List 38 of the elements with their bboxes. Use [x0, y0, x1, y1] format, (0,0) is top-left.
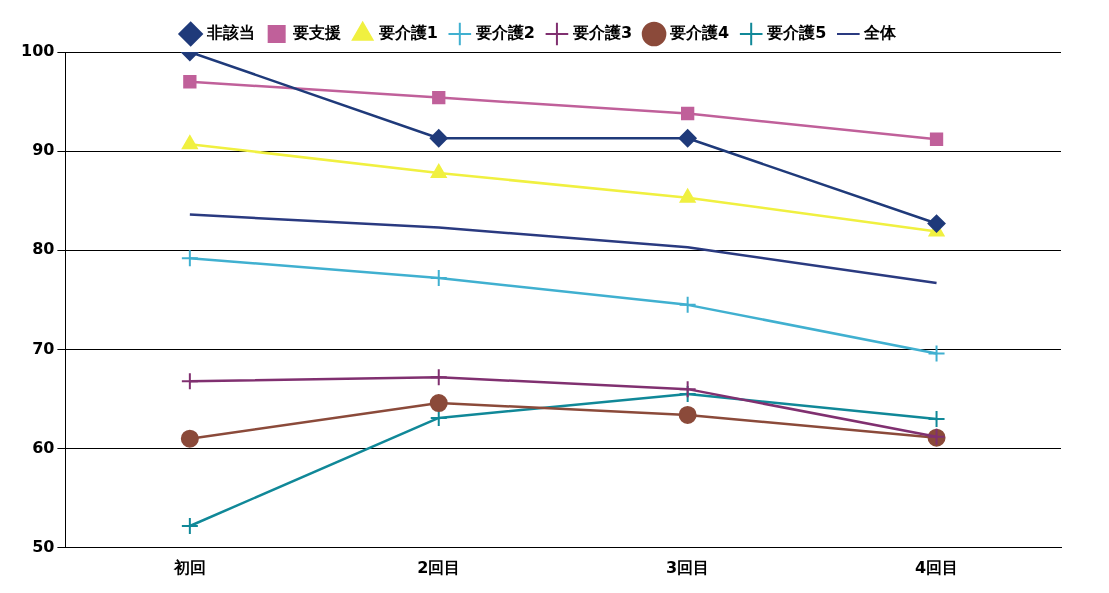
legend-label: 非該当 — [205, 23, 255, 43]
point — [678, 380, 697, 399]
legend-label: 要介護5 — [766, 23, 827, 43]
point — [429, 368, 448, 387]
point — [678, 295, 697, 314]
point — [180, 372, 199, 391]
point — [929, 132, 944, 146]
point — [180, 249, 199, 268]
x-tick-label: 3回目 — [666, 557, 710, 577]
point — [183, 75, 197, 89]
legend-label: 要支援 — [291, 23, 341, 43]
y-tick-label: 100 — [20, 41, 55, 61]
y-tick-label: 50 — [32, 536, 55, 556]
y-tick-label: 90 — [32, 140, 55, 160]
legend-label: 全体 — [863, 23, 898, 43]
point — [429, 129, 448, 148]
point — [181, 135, 198, 150]
legend-label: 要介護4 — [669, 23, 730, 43]
point — [180, 429, 199, 448]
y-tick-label: 60 — [32, 437, 55, 457]
legend-label: 要介護1 — [377, 23, 438, 43]
x-tick-label: 4回目 — [914, 557, 959, 577]
point — [180, 516, 199, 535]
point — [927, 344, 946, 363]
x-tick-label: 2回目 — [417, 557, 461, 577]
y-tick-label: 70 — [32, 338, 55, 358]
point — [429, 394, 448, 413]
point — [432, 90, 446, 105]
point — [927, 409, 946, 428]
y-tick-label: 80 — [32, 239, 55, 259]
legend-label: 要介護3 — [571, 23, 633, 43]
point — [678, 405, 697, 424]
legend-label: 要介護2 — [474, 23, 535, 43]
point — [927, 214, 946, 233]
x-tick-label: 初回 — [172, 557, 206, 577]
point — [429, 269, 448, 288]
point — [678, 129, 697, 148]
point — [680, 106, 695, 121]
